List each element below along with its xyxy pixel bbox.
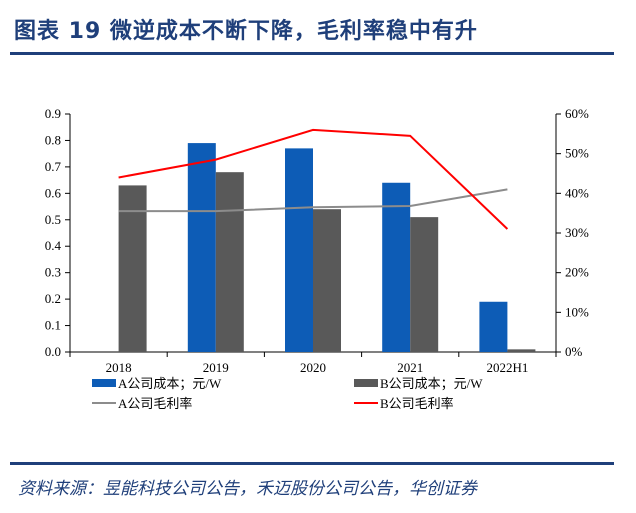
chart-area: 0.0 0.1 0.2 0.3 0.4 0.5 0.6 0.7 0.8 0.9 0% 10% 20% 30… bbox=[0, 56, 636, 456]
line-b-margin bbox=[118, 128, 509, 230]
x-tick-label: 2019 bbox=[203, 360, 229, 375]
line-a-margin bbox=[118, 188, 508, 213]
chart-svg: 0.0 0.1 0.2 0.3 0.4 0.5 0.6 0.7 0.8 0.9 0% 10% 20% 30… bbox=[45, 106, 589, 411]
legend-label: B公司毛利率 bbox=[380, 396, 454, 411]
bar-b-cost bbox=[410, 217, 439, 352]
x-tick-label: 2022H1 bbox=[486, 360, 528, 375]
y-left-tick-label: 0.0 bbox=[45, 344, 61, 359]
y-right-tick-label: 60% bbox=[565, 106, 589, 121]
legend-swatch bbox=[354, 379, 378, 387]
bar-a-cost bbox=[479, 301, 508, 352]
y-left-tick-label: 0.9 bbox=[45, 106, 61, 121]
figure-title: 图表 19 微逆成本不断下降，毛利率稳中有升 bbox=[14, 19, 478, 44]
y-left-tick-label: 0.1 bbox=[45, 318, 61, 333]
bar-b-cost bbox=[118, 185, 147, 352]
y-left-tick-label: 0.5 bbox=[45, 212, 61, 227]
bar-a-cost bbox=[382, 182, 411, 352]
y-left-tick-label: 0.6 bbox=[45, 185, 62, 200]
x-tick-label: 2021 bbox=[397, 360, 423, 375]
y-right-tick-label: 40% bbox=[565, 185, 589, 200]
footer-rule bbox=[10, 462, 614, 465]
y-left-tick-label: 0.7 bbox=[45, 159, 62, 174]
y-left-tick-label: 0.3 bbox=[45, 265, 61, 280]
legend-label: A公司成本；元/W bbox=[118, 376, 222, 392]
header-rule bbox=[10, 52, 614, 55]
legend-swatch bbox=[92, 379, 116, 387]
bar-a-cost bbox=[285, 148, 313, 352]
bar-b-cost bbox=[507, 349, 536, 352]
bar-a-cost bbox=[187, 143, 216, 352]
bar-b-cost bbox=[313, 209, 341, 352]
y-left-tick-label: 0.4 bbox=[45, 238, 62, 253]
bar-b-cost bbox=[215, 172, 244, 352]
y-left-tick-label: 0.8 bbox=[45, 132, 61, 147]
legend-label: A公司毛利率 bbox=[118, 396, 192, 411]
legend-label: B公司成本；元/W bbox=[380, 376, 483, 392]
y-right-tick-label: 50% bbox=[565, 146, 589, 161]
figure-header: 图表 19 微逆成本不断下降，毛利率稳中有升 bbox=[0, 0, 636, 56]
y-right-tick-label: 20% bbox=[565, 265, 589, 280]
x-tick-label: 2018 bbox=[106, 360, 132, 375]
y-right-tick-label: 30% bbox=[565, 225, 589, 240]
y-right-tick-label: 10% bbox=[565, 304, 589, 319]
y-left-tick-label: 0.2 bbox=[45, 291, 61, 306]
y-right-tick-label: 0% bbox=[565, 344, 583, 359]
x-tick-label: 2020 bbox=[300, 360, 326, 375]
source-note: 资料来源：昱能科技公司公告，禾迈股份公司公告，华创证券 bbox=[18, 479, 477, 499]
